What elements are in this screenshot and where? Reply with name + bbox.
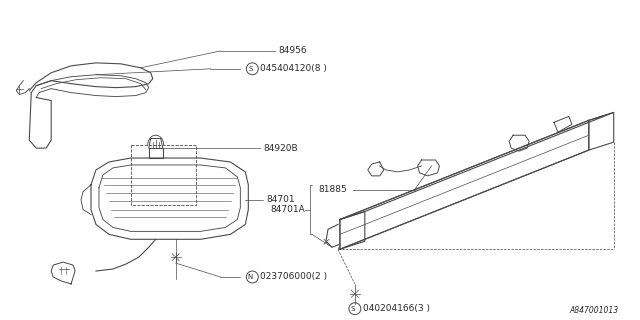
Text: 045404120(8 ): 045404120(8 ) xyxy=(260,64,327,73)
Text: 84920B: 84920B xyxy=(263,144,298,153)
Text: 84701: 84701 xyxy=(266,195,295,204)
Text: 84956: 84956 xyxy=(278,46,307,55)
Text: 040204166(3 ): 040204166(3 ) xyxy=(363,304,430,313)
Text: S: S xyxy=(351,306,355,312)
Text: S: S xyxy=(248,66,253,72)
Text: 81885: 81885 xyxy=(318,185,347,194)
Text: 023706000(2 ): 023706000(2 ) xyxy=(260,272,328,282)
Text: N: N xyxy=(248,274,253,280)
Text: A847001013: A847001013 xyxy=(570,306,619,315)
Text: 84701A: 84701A xyxy=(270,205,305,214)
